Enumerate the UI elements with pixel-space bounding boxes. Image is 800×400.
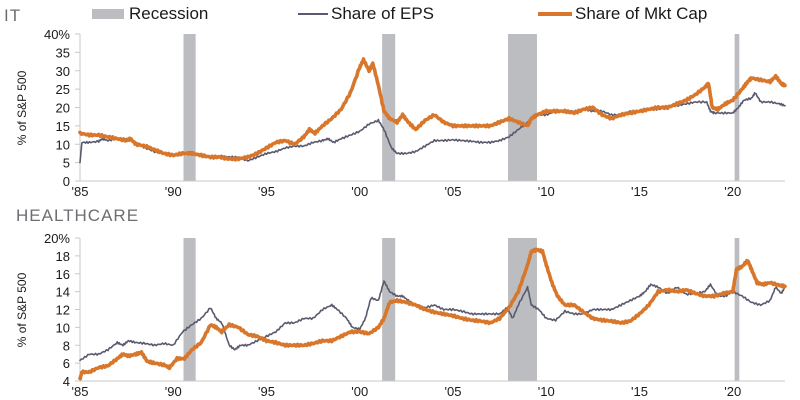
- healthcare-y-axis-label: % of S&P 500: [15, 272, 29, 347]
- healthcare-xtick-label: '85: [72, 384, 89, 399]
- it-recession-bar-1: [382, 34, 396, 181]
- it-xtick-label: '10: [538, 184, 555, 199]
- it-mktcap-line: [78, 57, 787, 162]
- legend-item-eps: Share of EPS: [298, 4, 434, 24]
- eps-line-swatch: [298, 13, 328, 15]
- healthcare-ytick-label: 14: [56, 285, 70, 300]
- it-xtick-label: '90: [165, 184, 182, 199]
- healthcare-xtick-label: '05: [445, 384, 462, 399]
- it-xtick-label: '15: [631, 184, 648, 199]
- healthcare-xtick-label: '15: [631, 384, 648, 399]
- healthcare-ytick-label: 4: [63, 374, 70, 389]
- it-ytick-label: 30: [56, 64, 70, 79]
- it-xtick-label: '05: [445, 184, 462, 199]
- it-y-axis-label: % of S&P 500: [15, 70, 29, 145]
- it-ytick-label: 25: [56, 82, 70, 97]
- legend-item-mktcap: Share of Mkt Cap: [538, 4, 707, 24]
- panel-title-healthcare: HEALTHCARE: [16, 206, 140, 225]
- healthcare-xtick-label: '95: [258, 384, 275, 399]
- healthcare-ytick-label: 12: [56, 303, 70, 318]
- healthcare-recession-bar-0: [183, 238, 196, 381]
- chart-legend: Recession Share of EPS Share of Mkt Cap: [0, 4, 800, 28]
- it-xtick-label: '00: [351, 184, 368, 199]
- healthcare-ytick-label: 18: [56, 249, 70, 264]
- panel-title-it: IT: [4, 6, 22, 25]
- healthcare-recession-bar-3: [734, 238, 740, 381]
- it-ytick-label: 0: [63, 174, 70, 189]
- recession-swatch: [92, 9, 124, 19]
- it-xtick-label: '85: [72, 184, 89, 199]
- it-ytick-label: 40%: [44, 27, 70, 42]
- healthcare-xtick-label: '00: [351, 384, 368, 399]
- healthcare-ytick-label: 20%: [44, 231, 70, 246]
- it-ytick-label: 15: [56, 119, 70, 134]
- it-recession-bar-2: [508, 34, 537, 181]
- it-recession-bar-0: [183, 34, 196, 181]
- mktcap-line-swatch: [538, 12, 572, 16]
- healthcare-xtick-label: '20: [724, 384, 741, 399]
- healthcare-mktcap-line: [78, 247, 787, 381]
- it-ytick-label: 20: [56, 101, 70, 116]
- healthcare-recession-bar-2: [508, 238, 537, 381]
- it-xtick-label: '20: [724, 184, 741, 199]
- it-ytick-label: 10: [56, 137, 70, 152]
- legend-label-recession: Recession: [129, 4, 209, 23]
- healthcare-xtick-label: '10: [538, 384, 555, 399]
- healthcare-ytick-label: 6: [63, 356, 70, 371]
- healthcare-ytick-label: 16: [56, 267, 70, 282]
- it-xtick-label: '95: [258, 184, 275, 199]
- it-ytick-label: 5: [63, 156, 70, 171]
- healthcare-ytick-label: 10: [56, 320, 70, 335]
- healthcare-xtick-label: '90: [165, 384, 182, 399]
- legend-label-mktcap: Share of Mkt Cap: [575, 4, 708, 23]
- legend-item-recession: Recession: [92, 4, 208, 24]
- it-recession-bar-3: [734, 34, 740, 181]
- it-ytick-label: 35: [56, 45, 70, 60]
- legend-label-eps: Share of EPS: [331, 4, 435, 23]
- healthcare-ytick-label: 8: [63, 338, 70, 353]
